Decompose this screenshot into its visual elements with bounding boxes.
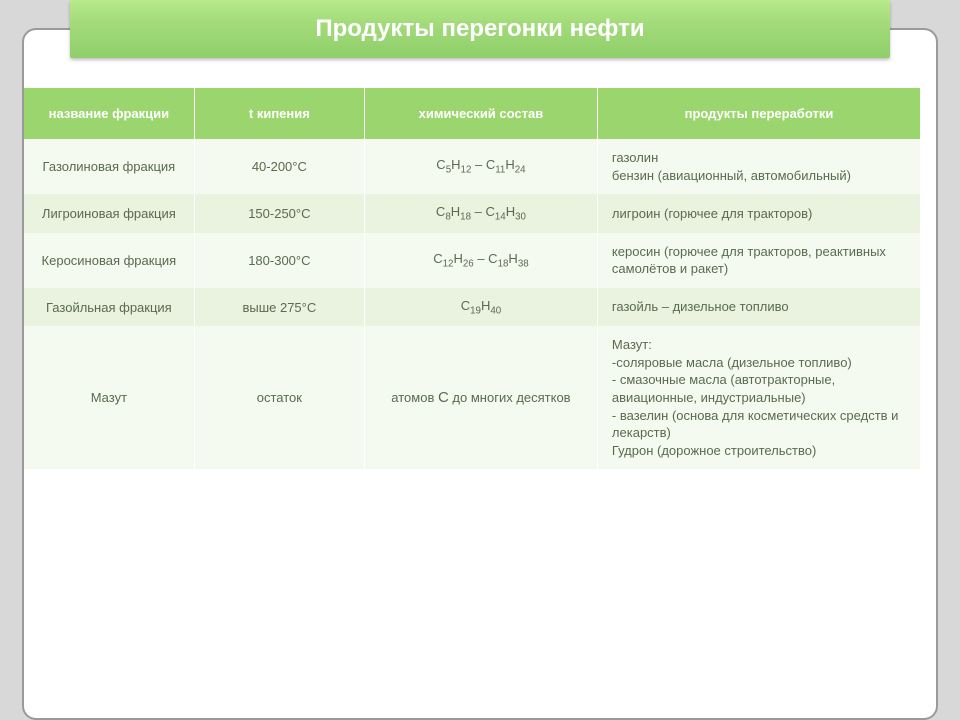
cell-temp: 150-250°С [194,194,364,233]
cell-temp: 40-200°С [194,139,364,194]
title-bar: Продукты перегонки нефти [70,0,890,58]
table-row: Лигроиновая фракция150-250°СC8H18 – C14H… [24,194,920,233]
cell-name: Газойльная фракция [24,288,194,327]
cell-name: Лигроиновая фракция [24,194,194,233]
cell-products: керосин (горючее для тракторов, реактивн… [597,233,920,288]
cell-products: Мазут:-соляровые масла (дизельное топлив… [597,326,920,469]
cell-name: Керосиновая фракция [24,233,194,288]
col-chem: химический состав [364,88,597,139]
cell-temp: остаток [194,326,364,469]
fractions-table: название фракции t кипения химический со… [24,88,920,469]
cell-products: газойль – дизельное топливо [597,288,920,327]
cell-products: лигроин (горючее для тракторов) [597,194,920,233]
table-container: название фракции t кипения химический со… [24,88,920,718]
table-row: Газойльная фракциявыше 275°СC19H40газойл… [24,288,920,327]
col-temp: t кипения [194,88,364,139]
table-header: название фракции t кипения химический со… [24,88,920,139]
cell-temp: 180-300°С [194,233,364,288]
cell-chem: C8H18 – C14H30 [364,194,597,233]
cell-name: Мазут [24,326,194,469]
cell-chem: атомов С до многих десятков [364,326,597,469]
cell-chem: C12H26 – C18H38 [364,233,597,288]
content-frame: название фракции t кипения химический со… [22,28,938,720]
cell-temp: выше 275°С [194,288,364,327]
col-products: продукты переработки [597,88,920,139]
table-row: Мазутостатокатомов С до многих десятковМ… [24,326,920,469]
table-body: Газолиновая фракция40-200°СC5H12 – C11H2… [24,139,920,469]
cell-name: Газолиновая фракция [24,139,194,194]
col-name: название фракции [24,88,194,139]
cell-chem: C19H40 [364,288,597,327]
page-title: Продукты перегонки нефти [315,15,644,43]
cell-chem: C5H12 – C11H24 [364,139,597,194]
cell-products: газолинбензин (авиационный, автомобильны… [597,139,920,194]
table-row: Керосиновая фракция180-300°СC12H26 – C18… [24,233,920,288]
table-row: Газолиновая фракция40-200°СC5H12 – C11H2… [24,139,920,194]
